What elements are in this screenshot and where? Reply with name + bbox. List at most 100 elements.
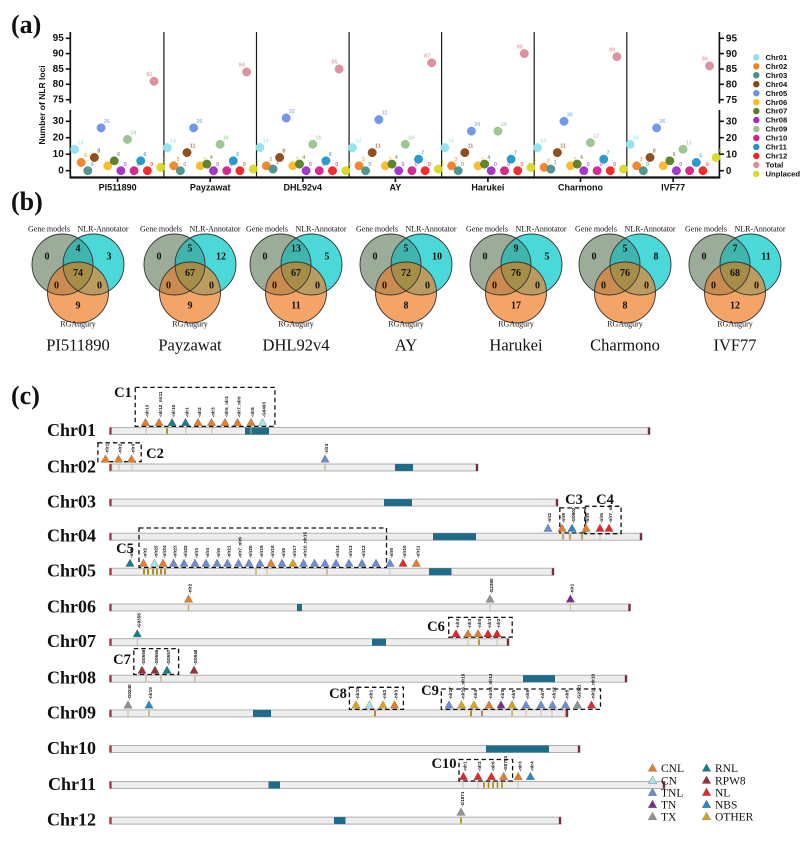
svg-text:90: 90 <box>726 49 738 60</box>
svg-text:Chr08: Chr08 <box>766 116 789 125</box>
svg-text:-nlr21: -nlr21 <box>227 545 232 558</box>
svg-text:C10: C10 <box>432 756 457 772</box>
svg-text:DHL92v4: DHL92v4 <box>284 183 323 193</box>
svg-text:-nlr2: -nlr2 <box>477 761 482 771</box>
svg-text:Chr07: Chr07 <box>766 107 788 116</box>
svg-text:TNL: TNL <box>661 787 683 799</box>
svg-text:-nlr2: -nlr2 <box>118 443 123 453</box>
svg-text:8: 8 <box>653 149 656 155</box>
svg-text:8: 8 <box>97 149 100 155</box>
svg-text:-nlr3: -nlr3 <box>131 443 136 453</box>
svg-text:-nlr10: -nlr10 <box>171 404 176 417</box>
svg-text:NBS: NBS <box>715 800 737 812</box>
svg-text:1: 1 <box>256 160 259 166</box>
svg-text:0: 0 <box>58 166 64 177</box>
svg-text:3: 3 <box>362 157 365 163</box>
svg-text:6: 6 <box>673 152 676 158</box>
svg-text:1: 1 <box>626 160 629 166</box>
svg-text:4: 4 <box>302 155 305 161</box>
svg-text:17: 17 <box>511 301 521 312</box>
svg-text:-nlr5_nlr4: -nlr5_nlr4 <box>224 396 229 417</box>
svg-text:10: 10 <box>726 149 738 160</box>
svg-text:11: 11 <box>291 301 300 312</box>
svg-text:AY: AY <box>390 183 402 193</box>
svg-text:0: 0 <box>263 252 268 263</box>
svg-text:(c): (c) <box>11 381 40 410</box>
svg-text:Chr02: Chr02 <box>47 457 96 477</box>
svg-text:3: 3 <box>177 157 180 163</box>
svg-text:0: 0 <box>216 162 219 168</box>
svg-text:0: 0 <box>535 281 540 292</box>
svg-text:0: 0 <box>243 162 246 168</box>
svg-text:0: 0 <box>587 162 590 168</box>
svg-text:Chr06: Chr06 <box>47 597 96 617</box>
svg-text:75: 75 <box>726 95 738 106</box>
svg-text:Chr11: Chr11 <box>48 774 96 794</box>
svg-text:Gene models: Gene models <box>575 225 617 234</box>
svg-text:0: 0 <box>150 162 153 168</box>
svg-text:RGAugury: RGAugury <box>60 320 96 329</box>
svg-text:-nlr16_nlr15: -nlr16_nlr15 <box>461 673 466 699</box>
svg-text:Gene models: Gene models <box>28 225 70 234</box>
svg-text:PI511890: PI511890 <box>46 336 110 355</box>
svg-text:3: 3 <box>454 157 457 163</box>
svg-text:0: 0 <box>272 281 277 292</box>
svg-text:Charmono: Charmono <box>590 336 660 355</box>
svg-text:RPW8: RPW8 <box>715 775 746 787</box>
svg-text:0: 0 <box>483 252 488 263</box>
svg-text:Chr04: Chr04 <box>766 80 789 89</box>
svg-text:0: 0 <box>461 162 464 168</box>
svg-text:3: 3 <box>269 157 272 163</box>
svg-text:-nlr9: -nlr9 <box>389 548 394 558</box>
svg-text:-nlr23: -nlr23 <box>173 545 178 558</box>
svg-text:Gene models: Gene models <box>246 225 288 234</box>
svg-text:0: 0 <box>382 281 387 292</box>
svg-text:-nlr3: -nlr3 <box>500 689 505 699</box>
svg-text:10: 10 <box>53 149 65 160</box>
svg-text:3: 3 <box>296 157 299 163</box>
svg-text:7: 7 <box>421 150 424 156</box>
svg-text:-nlr1: -nlr1 <box>487 618 492 628</box>
svg-text:0: 0 <box>183 162 186 168</box>
svg-text:-nlr3: -nlr3 <box>394 689 399 699</box>
svg-text:RNL: RNL <box>715 763 738 775</box>
svg-text:Chr10: Chr10 <box>47 738 96 758</box>
svg-text:0: 0 <box>492 281 497 292</box>
svg-text:85: 85 <box>726 64 738 75</box>
svg-text:0: 0 <box>646 162 649 168</box>
svg-text:Charmono: Charmono <box>558 183 604 193</box>
svg-text:8: 8 <box>654 252 659 263</box>
svg-text:-G0753: -G0753 <box>503 756 508 772</box>
svg-text:80: 80 <box>53 79 65 90</box>
svg-text:76: 76 <box>511 268 521 279</box>
svg-text:C4: C4 <box>596 492 614 508</box>
svg-text:DHL92v4: DHL92v4 <box>263 336 330 355</box>
svg-text:16: 16 <box>223 135 229 141</box>
svg-text:0: 0 <box>322 162 325 168</box>
svg-text:14: 14 <box>448 139 454 145</box>
svg-text:80: 80 <box>726 80 738 91</box>
svg-text:Gene models: Gene models <box>466 225 508 234</box>
svg-text:-nlr5: -nlr5 <box>511 689 516 699</box>
svg-text:3: 3 <box>481 157 484 163</box>
svg-text:-nlr5: -nlr5 <box>585 513 590 523</box>
svg-text:Total: Total <box>766 161 784 170</box>
svg-text:0: 0 <box>679 162 682 168</box>
svg-text:Chr08: Chr08 <box>47 668 96 688</box>
svg-text:0: 0 <box>402 162 405 168</box>
svg-text:-G2321: -G2321 <box>577 684 582 700</box>
svg-text:C1: C1 <box>114 385 132 401</box>
svg-text:NLR-Annotator: NLR-Annotator <box>624 225 675 234</box>
svg-text:-G1871: -G1871 <box>460 791 465 807</box>
svg-text:-nlr2: -nlr2 <box>547 513 552 523</box>
svg-text:-nlr24: -nlr24 <box>162 545 167 558</box>
svg-text:NLR-Annotator: NLR-Annotator <box>515 225 566 234</box>
svg-text:-G0557: -G0557 <box>166 649 171 665</box>
svg-text:0: 0 <box>209 281 214 292</box>
svg-text:Chr09: Chr09 <box>47 702 96 722</box>
svg-text:-nlr1: -nlr1 <box>129 548 134 558</box>
svg-text:-nlr7_nlr: -nlr7_nlr <box>608 504 613 523</box>
svg-text:7: 7 <box>514 150 517 156</box>
svg-text:(a): (a) <box>11 10 41 39</box>
svg-text:30: 30 <box>53 116 65 127</box>
